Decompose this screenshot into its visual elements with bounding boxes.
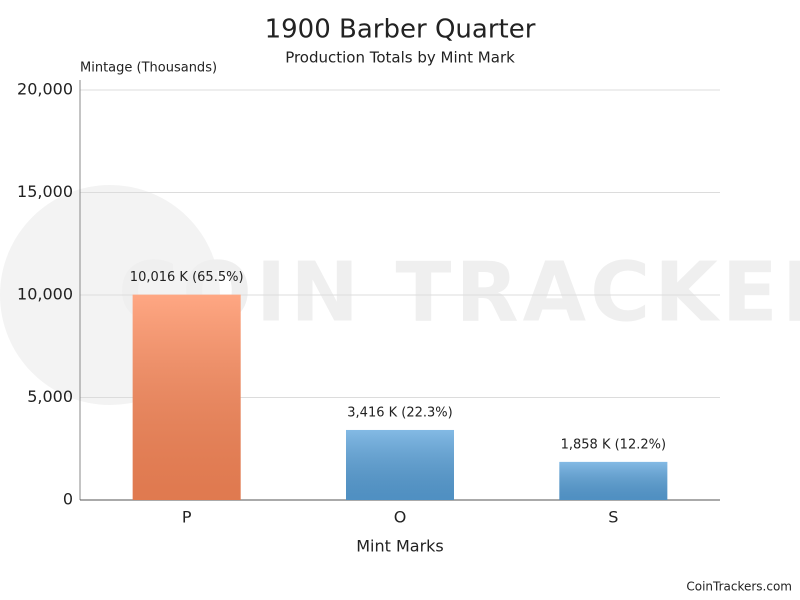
y-tick-label: 5,000 [27,387,73,406]
y-tick-label: 0 [63,490,73,509]
y-tick-label: 20,000 [17,80,73,99]
bar-shade [346,429,454,500]
data-label: 10,016 K (65.5%) [130,270,244,285]
credit: CoinTrackers.com [686,580,792,594]
x-tick-label: S [608,508,618,527]
y-axis-label: Mintage (Thousands) [80,61,217,76]
data-label: 1,858 K (12.2%) [561,437,666,452]
x-tick-label: P [182,508,192,527]
y-tick-label: 15,000 [17,182,73,201]
bar-shade [559,461,668,500]
chart-subtitle: Production Totals by Mint Mark [285,49,515,67]
x-tick-label: O [394,508,407,527]
bar-shade [132,294,241,500]
y-tick-label: 10,000 [17,285,73,304]
x-axis-label: Mint Marks [356,537,444,556]
chart-title: 1900 Barber Quarter [265,15,536,45]
data-label: 3,416 K (22.3%) [347,405,452,420]
